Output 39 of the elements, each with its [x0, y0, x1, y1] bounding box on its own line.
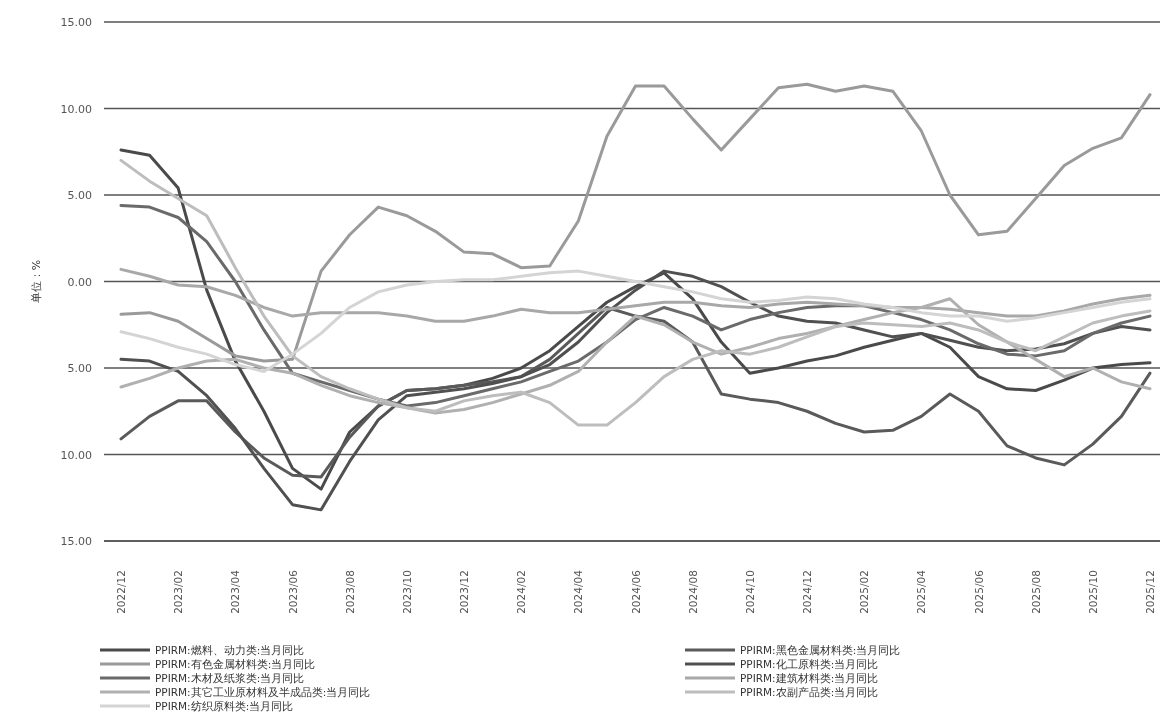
x-tick-label: 2025/06 — [972, 569, 985, 614]
y-tick-label: 15.00 — [60, 16, 92, 29]
y-tick-label: 5.00 — [67, 189, 92, 202]
x-tick-label: 2025/08 — [1029, 570, 1042, 614]
legend-label: PPIRM:其它工业原材料及半成品类:当月同比 — [155, 686, 371, 698]
legend-label: PPIRM:有色金属材料类:当月同比 — [155, 658, 316, 670]
x-tick-label: 2023/12 — [458, 570, 470, 614]
legend-label: PPIRM:木材及纸浆类:当月同比 — [155, 672, 305, 684]
x-tick-label: 2023/04 — [229, 569, 242, 614]
x-tick-label: 2025/02 — [858, 570, 871, 614]
legend-label: PPIRM:纺织原料类:当月同比 — [155, 700, 294, 712]
y-tick-label: 0.00 — [67, 275, 92, 289]
legend-label: PPIRM:黑色金属材料类:当月同比 — [740, 644, 901, 656]
y-tick-label: 10.00 — [60, 448, 92, 462]
x-tick-label: 2023/06 — [286, 569, 299, 614]
x-tick-label: 2025/12 — [1144, 570, 1156, 614]
x-tick-label: 2023/10 — [400, 570, 413, 614]
x-tick-label: 2024/06 — [629, 569, 642, 614]
x-tick-label: 2024/12 — [801, 570, 813, 614]
x-tick-label: 2024/10 — [743, 570, 756, 614]
x-tick-label: 2025/10 — [1086, 570, 1099, 614]
x-tick-label: 2024/02 — [515, 570, 528, 614]
y-tick-label: 10.00 — [60, 102, 92, 116]
legend-label: PPIRM:农副产品类:当月同比 — [740, 686, 879, 698]
legend-label: PPIRM:化工原料类:当月同比 — [740, 658, 879, 670]
y-tick-label: 15.00 — [60, 535, 92, 548]
x-tick-label: 2023/08 — [343, 570, 356, 614]
legend-label: PPIRM:建筑材料类:当月同比 — [740, 672, 879, 684]
x-tick-label: 2025/04 — [915, 569, 928, 614]
x-tick-label: 2022/12 — [115, 570, 127, 614]
line-series — [119, 158, 1152, 427]
x-tick-label: 2023/02 — [172, 570, 185, 614]
x-tick-label: 2024/08 — [686, 570, 699, 614]
line-series — [119, 82, 1152, 363]
legend-label: PPIRM:燃料、动力类:当月同比 — [155, 644, 305, 656]
x-tick-label: 2024/04 — [572, 569, 585, 614]
y-tick-label: 5.00 — [67, 362, 92, 375]
line-series — [119, 269, 1152, 373]
y-axis-title: 单位：% — [30, 259, 43, 304]
